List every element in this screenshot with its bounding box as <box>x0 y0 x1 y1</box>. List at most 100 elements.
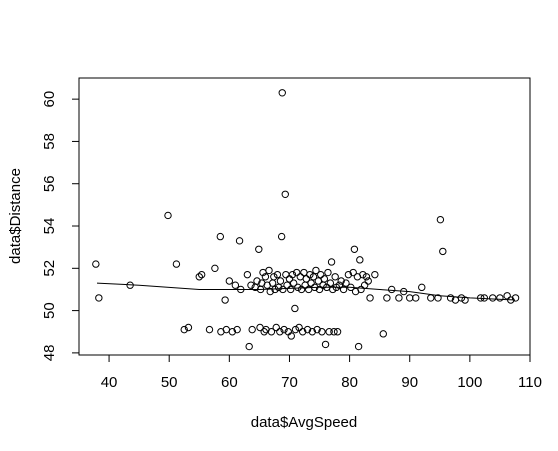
data-point <box>303 325 312 334</box>
data-point <box>276 328 284 336</box>
y-tick-label: 60 <box>41 91 58 108</box>
data-point <box>337 277 345 285</box>
data-point <box>265 266 273 275</box>
data-point <box>325 328 333 336</box>
data-point <box>359 270 367 279</box>
data-point <box>302 275 311 283</box>
data-point <box>327 258 336 266</box>
data-point <box>245 342 253 351</box>
data-point <box>297 285 306 294</box>
y-tick-label: 50 <box>41 302 58 319</box>
data-point <box>418 283 426 292</box>
data-point <box>387 285 396 294</box>
data-point <box>283 281 291 289</box>
x-axis-label: data$AvgSpeed <box>251 414 358 431</box>
data-point <box>306 270 314 279</box>
data-point <box>489 294 497 302</box>
data-point <box>356 256 364 264</box>
data-point <box>291 325 300 334</box>
data-point <box>300 268 308 277</box>
y-tick-label: 48 <box>41 345 58 362</box>
data-point <box>260 328 268 336</box>
data-point <box>330 328 338 336</box>
data-point <box>235 237 244 245</box>
smooth-fit-line <box>96 282 516 301</box>
data-point <box>439 247 447 256</box>
y-axis: 48 50 52 54 56 58 60 <box>41 91 79 361</box>
data-point <box>278 89 286 97</box>
data-point <box>277 232 286 241</box>
data-point <box>379 330 387 338</box>
data-point <box>282 270 290 279</box>
data-point <box>309 273 318 281</box>
data-point <box>288 270 297 279</box>
data-point <box>280 325 288 334</box>
data-point <box>225 277 234 285</box>
x-tick-label: 80 <box>341 374 358 391</box>
x-tick-label: 60 <box>221 374 238 391</box>
data-point <box>216 232 225 241</box>
data-point <box>321 340 330 349</box>
data-point <box>222 325 231 334</box>
data-point <box>360 281 369 289</box>
data-point <box>255 245 263 253</box>
data-point <box>248 325 256 334</box>
y-axis-label: data$Distance <box>7 168 24 264</box>
data-point <box>317 270 325 279</box>
data-point <box>326 279 335 287</box>
data-point <box>92 260 100 268</box>
data-point <box>296 273 304 281</box>
data-point <box>366 294 374 302</box>
data-point <box>331 273 339 281</box>
x-tick-label: 70 <box>281 374 298 391</box>
data-point <box>243 270 252 279</box>
data-point <box>324 268 332 277</box>
data-point <box>294 283 302 292</box>
data-point <box>273 270 282 279</box>
data-point <box>313 325 321 334</box>
data-point <box>427 294 435 302</box>
data-point <box>197 270 206 279</box>
data-point <box>364 277 372 285</box>
x-tick-label: 40 <box>101 374 118 391</box>
data-point <box>184 323 193 332</box>
data-point <box>333 328 342 336</box>
data-points <box>92 89 520 351</box>
data-point <box>231 281 240 289</box>
x-axis: 40 50 60 70 80 90 100 110 <box>101 355 542 391</box>
y-tick-label: 54 <box>41 218 58 235</box>
data-point <box>320 275 329 283</box>
data-point <box>335 281 344 289</box>
data-point <box>228 328 237 336</box>
data-point <box>195 273 203 281</box>
data-point <box>253 277 261 285</box>
data-point <box>436 215 445 224</box>
x-tick-label: 50 <box>161 374 178 391</box>
data-point <box>261 273 270 281</box>
data-point <box>371 270 379 279</box>
data-point <box>298 328 307 336</box>
data-point <box>496 294 504 302</box>
data-point <box>503 292 511 300</box>
data-point <box>406 294 414 302</box>
data-point <box>461 296 469 304</box>
data-point <box>272 323 280 332</box>
data-point <box>180 325 188 334</box>
data-point <box>383 294 391 302</box>
data-point <box>342 279 350 287</box>
data-point <box>267 328 276 336</box>
data-point <box>295 323 303 332</box>
data-point <box>308 328 317 336</box>
data-point <box>307 279 315 287</box>
data-point <box>233 325 241 334</box>
data-point <box>292 268 301 277</box>
data-point <box>511 294 520 302</box>
x-tick-label: 100 <box>457 374 482 391</box>
data-point <box>211 264 219 273</box>
data-point <box>281 190 289 198</box>
data-point <box>349 268 357 277</box>
data-point <box>395 294 403 302</box>
data-point <box>354 342 363 351</box>
data-point <box>172 260 181 268</box>
